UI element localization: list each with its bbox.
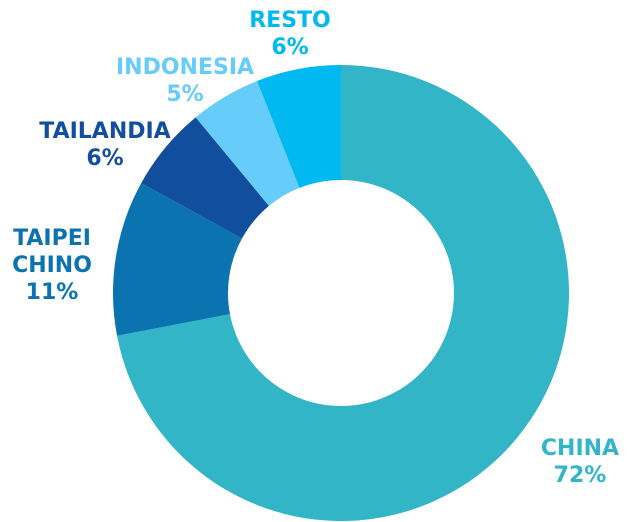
donut-slice <box>113 183 242 336</box>
category-label: RESTO <box>249 8 331 33</box>
donut-slice <box>257 65 341 188</box>
donut-slice <box>195 81 300 206</box>
value-label: 6% <box>271 35 309 60</box>
category-label: TAIPEI CHINO <box>12 226 92 278</box>
donut-slice <box>141 117 269 239</box>
slice-label: INDONESIA 5% <box>85 54 285 108</box>
value-label: 6% <box>86 146 124 171</box>
slice-label: TAIPEI CHINO 11% <box>7 225 97 306</box>
slice-label: RESTO 6% <box>230 7 350 61</box>
category-label: CHINA <box>540 436 620 461</box>
slice-label: CHINA 72% <box>520 435 627 489</box>
value-label: 11% <box>25 280 79 305</box>
value-label: 5% <box>166 82 204 107</box>
donut-slice <box>117 65 569 521</box>
slice-label: TAILANDIA 6% <box>15 118 195 172</box>
value-label: 72% <box>553 463 607 488</box>
category-label: INDONESIA <box>115 55 255 80</box>
category-label: TAILANDIA <box>39 119 171 144</box>
